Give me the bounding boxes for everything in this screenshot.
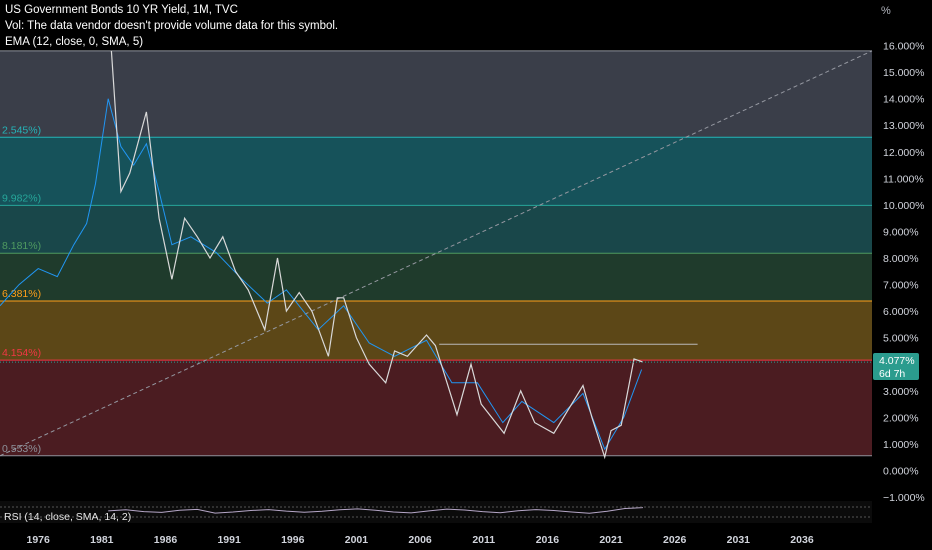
y-tick-label: 7.000% bbox=[883, 280, 919, 292]
x-tick-label: 1976 bbox=[27, 534, 51, 546]
fib-zone-2 bbox=[0, 205, 872, 254]
y-tick-label: 8.000% bbox=[883, 253, 919, 265]
diagonal-trendline[interactable] bbox=[0, 50, 873, 457]
fib-level-label-1: 2.545%) bbox=[2, 124, 41, 136]
x-tick-label: 2031 bbox=[727, 534, 751, 546]
y-axis-unit: % bbox=[881, 5, 891, 17]
last-price-badge: 4.077% 6d 7h bbox=[873, 353, 919, 380]
y-tick-label: 1.000% bbox=[883, 439, 919, 451]
fib-zone-1 bbox=[0, 137, 872, 206]
fib-zone-5 bbox=[0, 360, 872, 456]
x-tick-label: 2036 bbox=[790, 534, 814, 546]
rsi-pane bbox=[0, 501, 872, 523]
fib-zone-0 bbox=[0, 50, 872, 138]
y-tick-label: 10.000% bbox=[883, 200, 924, 212]
price-series-line bbox=[110, 50, 644, 460]
y-axis[interactable]: 16.000% 15.000% 14.000% 13.000% 12.000% 11.00… bbox=[883, 41, 925, 504]
y-tick-label: 5.000% bbox=[883, 333, 919, 345]
rsi-line bbox=[108, 507, 643, 514]
y-tick-label: 12.000% bbox=[883, 147, 924, 159]
x-tick-label: 1996 bbox=[281, 534, 305, 546]
x-tick-label: 2016 bbox=[536, 534, 560, 546]
y-tick-label: 16.000% bbox=[883, 41, 924, 53]
last-price-value: 4.077% bbox=[879, 355, 915, 367]
y-tick-label: 9.000% bbox=[883, 226, 919, 238]
y-tick-label: 0.000% bbox=[883, 465, 919, 477]
y-tick-label: 13.000% bbox=[883, 120, 924, 132]
x-tick-label: 2026 bbox=[663, 534, 687, 546]
fib-level-label-4: 6.381%) bbox=[2, 288, 41, 300]
fib-zone-4 bbox=[0, 300, 872, 361]
x-tick-label: 1991 bbox=[217, 534, 241, 546]
ema-series-line bbox=[0, 98, 643, 451]
ema-legend[interactable]: EMA (12, close, 0, SMA, 5) bbox=[5, 36, 144, 48]
x-tick-label: 2011 bbox=[472, 534, 495, 546]
fibonacci-retracement-fills bbox=[0, 50, 872, 456]
y-tick-label: 15.000% bbox=[883, 67, 924, 79]
fibonacci-retracement-lines bbox=[0, 50, 872, 457]
bar-countdown: 6d 7h bbox=[879, 368, 906, 380]
y-tick-label: 2.000% bbox=[883, 412, 919, 424]
volume-note: Vol: The data vendor doesn't provide vol… bbox=[5, 20, 339, 32]
x-axis[interactable]: 1976 1981 1986 1991 1996 2001 2006 2011 2016 2021… bbox=[27, 534, 814, 546]
symbol-legend[interactable]: US Government Bonds 10 YR Yield, 1M, TVC bbox=[5, 4, 238, 16]
x-tick-label: 1986 bbox=[154, 534, 178, 546]
x-tick-label: 2021 bbox=[599, 534, 623, 546]
fib-level-label-3: 8.181%) bbox=[2, 240, 41, 252]
x-tick-label: 1981 bbox=[90, 534, 114, 546]
fibonacci-retracement-labels: 2.545%) 9.982%) 8.181%) 6.381%) 4.154%) 0.553… bbox=[2, 124, 41, 454]
y-tick-label: 14.000% bbox=[883, 94, 924, 106]
x-tick-label: 2006 bbox=[408, 534, 432, 546]
rsi-legend[interactable]: RSI (14, close, SMA, 14, 2) bbox=[4, 511, 132, 523]
fib-level-label-5: 4.154%) bbox=[2, 347, 41, 359]
y-tick-label: −1.000% bbox=[883, 492, 925, 504]
fib-zone-3 bbox=[0, 253, 872, 301]
y-tick-label: 3.000% bbox=[883, 386, 919, 398]
y-tick-label: 6.000% bbox=[883, 306, 919, 318]
fib-level-label-2: 9.982%) bbox=[2, 192, 41, 204]
fib-level-label-6: 0.553%) bbox=[2, 443, 41, 455]
y-tick-label: 11.000% bbox=[883, 173, 924, 185]
x-tick-label: 2001 bbox=[345, 534, 369, 546]
